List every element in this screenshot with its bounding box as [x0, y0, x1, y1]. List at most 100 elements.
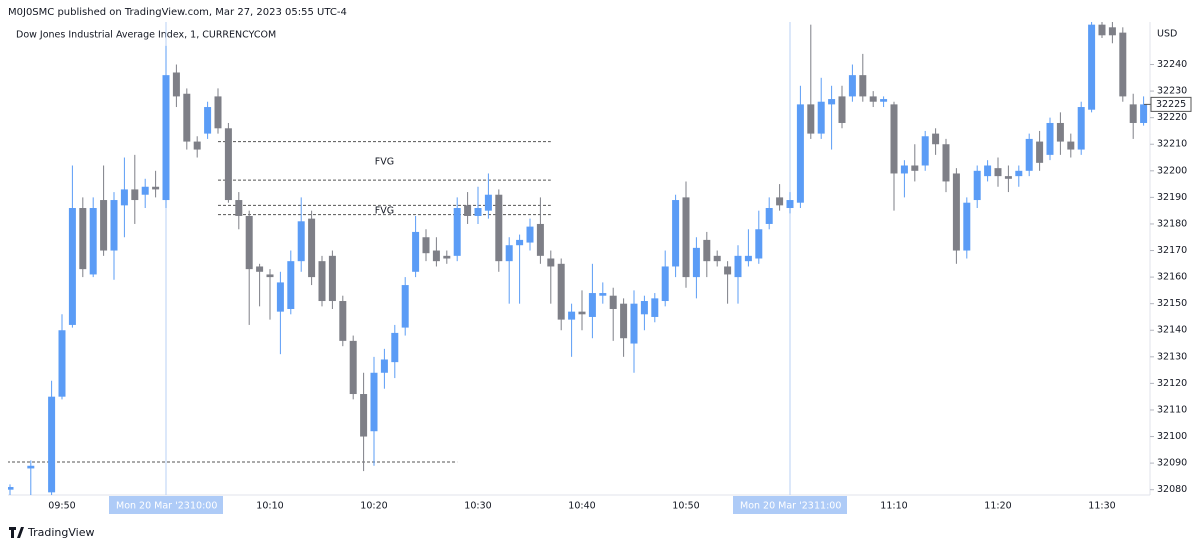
session-date: Mon 20 Mar '23: [740, 501, 814, 512]
candle-body: [120, 189, 128, 206]
session-time: 10:00: [190, 501, 217, 512]
candle-body: [952, 173, 960, 251]
last-price-label: 32225: [1156, 99, 1186, 110]
candle-body: [568, 311, 576, 320]
candle-body: [1098, 24, 1106, 36]
candle-body: [68, 208, 76, 325]
y-tick-label: 32240: [1157, 59, 1187, 70]
candle-body: [193, 141, 201, 150]
candle-body: [453, 208, 461, 256]
candle-body: [1108, 27, 1116, 36]
session-label-box: [109, 496, 223, 514]
candle-body: [401, 285, 409, 328]
candle-body: [807, 104, 815, 134]
y-tick-label: 32080: [1157, 484, 1187, 495]
candle-body: [1067, 141, 1075, 150]
candle-body: [848, 75, 856, 97]
x-tick-label: 11:20: [984, 501, 1011, 512]
candle-body: [869, 96, 877, 102]
candle-body: [578, 311, 586, 315]
candle-body: [838, 96, 846, 123]
candle-body: [713, 255, 721, 262]
candle-body: [890, 104, 898, 174]
candle-body: [484, 194, 492, 211]
y-tick-label: 32100: [1157, 431, 1187, 442]
candle-body: [360, 394, 368, 437]
y-tick-label: 32200: [1157, 165, 1187, 176]
y-tick-label: 32210: [1157, 139, 1187, 150]
candle-body: [1077, 107, 1085, 150]
candle-body: [162, 75, 170, 201]
candle-body: [214, 96, 222, 129]
candle-body: [183, 93, 191, 142]
candle-body: [859, 75, 867, 97]
candle-body: [422, 237, 430, 254]
candle-body: [172, 72, 180, 97]
y-tick-label: 32140: [1157, 325, 1187, 336]
candle-body: [474, 208, 482, 216]
candle-body: [328, 255, 336, 302]
candle-body: [495, 194, 503, 262]
candle-body: [1015, 170, 1023, 177]
candle-body: [79, 208, 87, 270]
candle-body: [672, 200, 680, 267]
zone-label: FVG: [375, 206, 394, 217]
candle-body: [1129, 104, 1137, 123]
candle-body: [776, 197, 784, 206]
candle-body: [464, 205, 472, 216]
candle-body: [266, 274, 274, 278]
candle-body: [984, 165, 992, 177]
candle-body: [1046, 122, 1054, 155]
candle-body: [588, 293, 596, 317]
footer-logo: TradingView: [9, 526, 94, 539]
candle-body: [245, 215, 253, 270]
candle-body: [661, 266, 669, 302]
candle-body: [724, 266, 732, 275]
footer: TradingView: [27, 526, 94, 539]
candle-body: [308, 218, 316, 278]
candle-body: [994, 168, 1002, 177]
candle-body: [692, 247, 700, 278]
candle-body: [630, 303, 638, 344]
last-price-box: [1150, 96, 1192, 112]
candle-body: [370, 372, 378, 432]
y-tick-label: 32230: [1157, 86, 1187, 97]
y-tick-label: 32190: [1157, 192, 1187, 203]
candle-body: [100, 200, 108, 251]
candle-body: [557, 263, 565, 320]
candle-body: [152, 186, 160, 190]
candle-body: [432, 250, 440, 262]
candle-body: [734, 255, 742, 278]
candle-body: [224, 128, 232, 201]
candle-body: [256, 266, 264, 272]
candle-body: [620, 303, 628, 339]
x-tick-label: 10:30: [464, 501, 491, 512]
y-tick-label: 32180: [1157, 218, 1187, 229]
y-tick-label: 32120: [1157, 378, 1187, 389]
currency: USD: [1157, 29, 1177, 40]
session-date: Mon 20 Mar '23: [116, 501, 190, 512]
candle-body: [755, 229, 763, 259]
candle-body: [8, 487, 14, 490]
header: M0J0SMC published on TradingView.com, Ma…: [8, 7, 347, 18]
y-tick-label: 32150: [1157, 298, 1187, 309]
y-tick-label: 32220: [1157, 112, 1187, 123]
candle-body: [58, 330, 66, 397]
candle-body: [391, 332, 399, 363]
candle-body: [287, 261, 295, 309]
candle-body: [443, 255, 451, 259]
candle-body: [1140, 104, 1148, 123]
chart-title: Dow Jones Industrial Average Index, 1, C…: [16, 30, 276, 41]
candle-body: [744, 255, 752, 262]
candle-body: [204, 107, 212, 134]
x-tick-label: 09:50: [48, 501, 75, 512]
candle-body: [973, 170, 981, 201]
candle-body: [412, 231, 420, 272]
candle-body: [651, 298, 659, 317]
candle-body: [27, 465, 35, 469]
candle-body: [1056, 122, 1064, 142]
y-tick-label: 32130: [1157, 351, 1187, 362]
x-tick-label: 11:30: [1088, 501, 1115, 512]
candle-body: [235, 200, 243, 216]
